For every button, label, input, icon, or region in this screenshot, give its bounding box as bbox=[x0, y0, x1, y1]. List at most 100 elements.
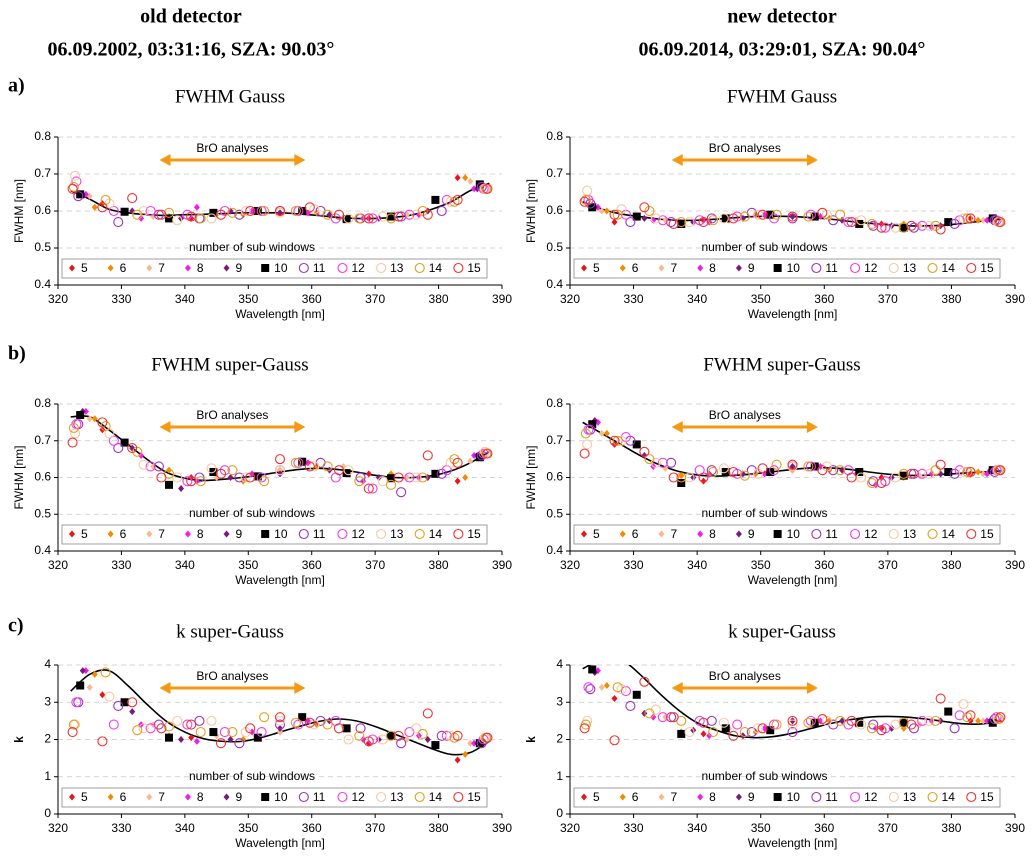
legend-label: 6 bbox=[632, 527, 639, 541]
point bbox=[365, 470, 372, 478]
point bbox=[611, 218, 618, 226]
x-tick-label: 340 bbox=[175, 558, 195, 572]
column-title: old detector bbox=[140, 6, 242, 28]
point bbox=[385, 730, 397, 741]
point bbox=[899, 223, 908, 232]
x-tick-label: 360 bbox=[302, 292, 322, 306]
point bbox=[677, 479, 686, 488]
point bbox=[707, 726, 719, 738]
legend-label: 13 bbox=[903, 527, 917, 541]
point bbox=[787, 459, 798, 470]
point bbox=[253, 733, 262, 742]
point bbox=[757, 209, 768, 220]
y-tick-label: 0.4 bbox=[546, 543, 563, 557]
point bbox=[86, 683, 93, 691]
point bbox=[666, 457, 677, 468]
point bbox=[113, 700, 124, 712]
point bbox=[377, 476, 388, 487]
y-tick-label: 1 bbox=[556, 769, 563, 783]
point bbox=[739, 726, 750, 738]
point bbox=[620, 686, 631, 697]
point bbox=[475, 739, 484, 748]
point bbox=[839, 717, 846, 725]
legend-label: 11 bbox=[825, 261, 838, 275]
x-tick-label: 370 bbox=[365, 292, 385, 306]
point bbox=[309, 719, 320, 730]
y-axis-title: k bbox=[524, 736, 538, 743]
point bbox=[707, 215, 719, 226]
point bbox=[644, 708, 655, 719]
point bbox=[876, 725, 887, 736]
point bbox=[367, 213, 378, 224]
point bbox=[293, 457, 304, 468]
point bbox=[989, 466, 1000, 478]
point bbox=[803, 717, 814, 728]
point bbox=[330, 213, 341, 224]
y-tick-label: 2 bbox=[556, 732, 563, 746]
y-tick-label: 0.4 bbox=[34, 277, 51, 291]
point bbox=[980, 216, 987, 224]
point bbox=[97, 736, 108, 747]
legend-label: 9 bbox=[236, 527, 243, 541]
y-tick-label: 0.7 bbox=[34, 433, 51, 447]
legend-marker bbox=[414, 262, 425, 274]
point bbox=[975, 216, 982, 224]
point bbox=[99, 691, 106, 699]
point bbox=[342, 215, 351, 224]
point bbox=[304, 209, 311, 217]
point bbox=[639, 676, 650, 687]
legend-marker bbox=[107, 264, 114, 272]
point bbox=[988, 466, 997, 475]
point bbox=[625, 700, 636, 712]
point bbox=[67, 726, 78, 738]
point bbox=[452, 194, 463, 205]
point bbox=[995, 712, 1006, 723]
point bbox=[82, 407, 89, 415]
point bbox=[91, 203, 98, 211]
point bbox=[404, 472, 415, 483]
y-axis-title: FWHM [nm] bbox=[12, 179, 26, 243]
point bbox=[580, 428, 591, 439]
point bbox=[172, 715, 183, 726]
point bbox=[462, 750, 469, 758]
x-tick-label: 330 bbox=[111, 292, 131, 306]
legend-marker bbox=[658, 793, 665, 801]
point bbox=[965, 710, 976, 721]
point bbox=[387, 474, 395, 483]
legend-marker bbox=[414, 528, 425, 540]
legend-label: 12 bbox=[351, 527, 365, 541]
x-tick-label: 380 bbox=[941, 558, 961, 572]
point bbox=[787, 715, 798, 726]
point bbox=[188, 474, 195, 481]
point bbox=[899, 718, 908, 727]
x-tick-label: 380 bbox=[429, 821, 449, 835]
arrow-head bbox=[671, 154, 683, 166]
point bbox=[422, 450, 433, 461]
point bbox=[219, 465, 230, 476]
point bbox=[91, 670, 98, 678]
legend-label: 13 bbox=[903, 261, 917, 275]
x-tick-label: 390 bbox=[492, 821, 512, 835]
legend-label: 5 bbox=[81, 527, 88, 541]
point bbox=[209, 208, 218, 217]
point bbox=[611, 695, 618, 703]
point bbox=[698, 217, 709, 228]
point bbox=[253, 207, 262, 215]
point bbox=[193, 203, 200, 211]
legend-label: 8 bbox=[197, 527, 204, 541]
y-tick-label: 0.8 bbox=[34, 396, 51, 410]
x-axis-title: Wavelength [nm] bbox=[235, 573, 325, 587]
point bbox=[668, 472, 679, 483]
x-tick-label: 370 bbox=[878, 292, 898, 306]
point bbox=[930, 715, 941, 726]
chart-title: FWHM super-Gauss bbox=[151, 354, 308, 375]
point bbox=[650, 713, 657, 721]
legend-marker bbox=[966, 262, 977, 274]
point bbox=[761, 724, 768, 732]
point bbox=[138, 451, 145, 459]
legend-marker bbox=[811, 528, 822, 540]
point bbox=[958, 466, 969, 478]
point bbox=[728, 730, 739, 741]
point bbox=[958, 699, 969, 710]
point bbox=[684, 217, 695, 228]
